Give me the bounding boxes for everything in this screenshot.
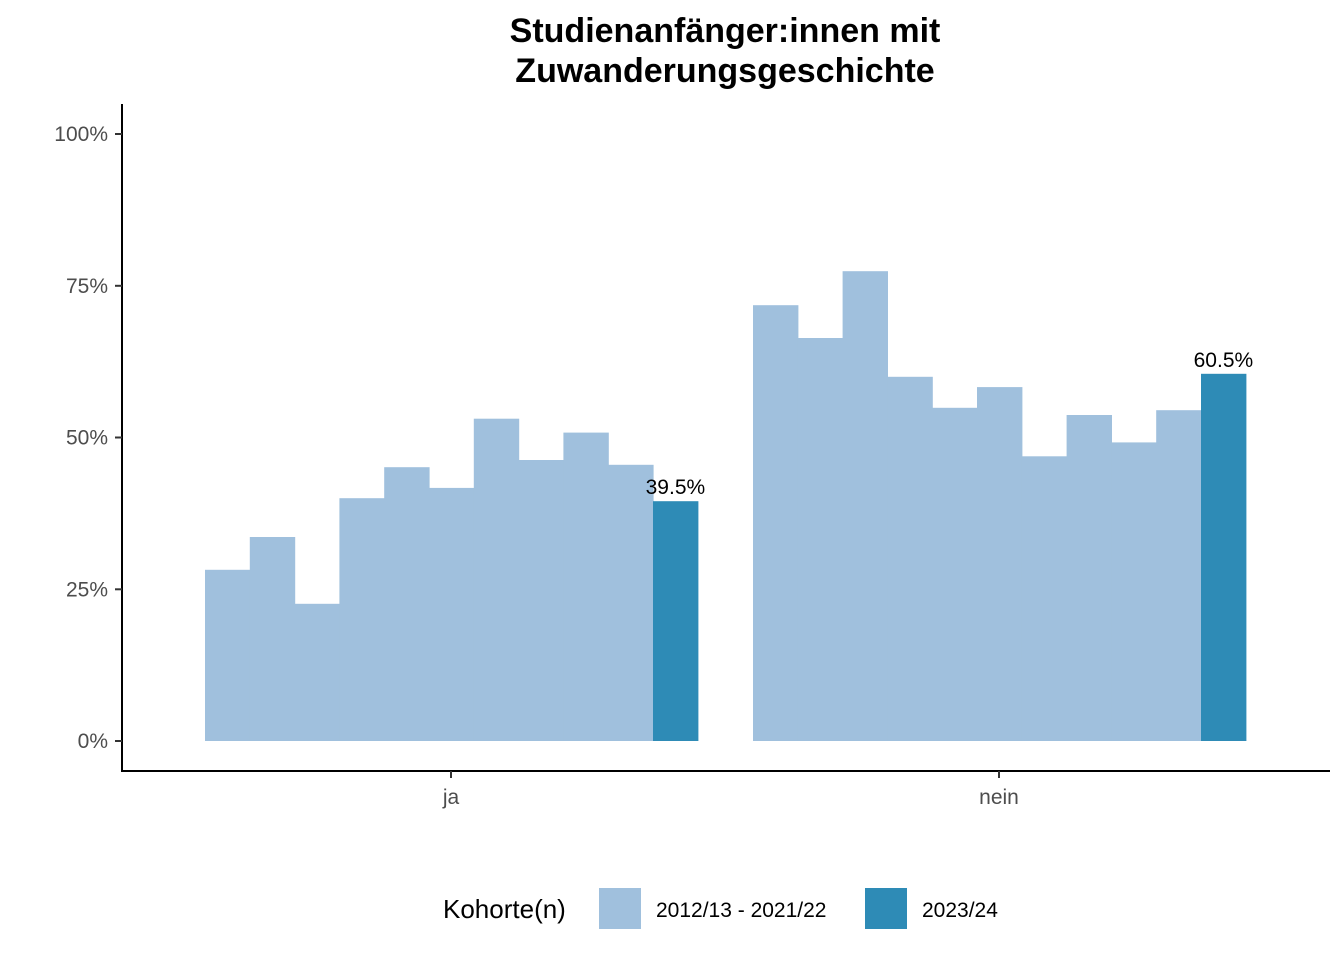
bar-nein-series0-3 xyxy=(887,376,933,741)
bar-nein-series0-2 xyxy=(842,271,888,741)
data-labels-layer: 39.5% 60.5% xyxy=(646,349,1254,499)
bar-ja-series0-2 xyxy=(294,603,340,741)
bar-nein-series1-0 xyxy=(1201,373,1247,741)
bar-ja-series0-5 xyxy=(429,487,475,741)
bar-nein-series0-9 xyxy=(1156,410,1202,741)
legend: Kohorte(n) 2012/13 - 2021/22 2023/24 xyxy=(443,888,998,929)
bar-ja-series0-4 xyxy=(384,467,430,741)
bars-layer xyxy=(205,271,1247,741)
bar-ja-series0-8 xyxy=(563,432,609,741)
legend-label-2012-2022: 2012/13 - 2021/22 xyxy=(656,899,826,922)
bar-ja-series0-0 xyxy=(205,569,251,741)
data-label-nein: 60.5% xyxy=(1194,349,1254,372)
legend-key-2012-2022 xyxy=(599,888,641,929)
y-tick-label: 50% xyxy=(66,427,108,450)
bar-ja-series0-1 xyxy=(249,537,296,741)
bar-ja-series0-3 xyxy=(339,498,385,741)
bar-ja-series0-7 xyxy=(518,460,564,741)
bar-nein-series0-8 xyxy=(1111,442,1157,741)
y-tick-label: 0% xyxy=(78,730,108,753)
chart-subtitle: Zuwanderungsgeschichte xyxy=(515,52,934,90)
bar-nein-series0-5 xyxy=(977,387,1023,741)
data-label-ja: 39.5% xyxy=(646,476,706,499)
legend-key-2023-24 xyxy=(865,888,907,929)
x-tick-label-ja: ja xyxy=(442,786,460,809)
bar-nein-series0-1 xyxy=(797,338,844,741)
legend-label-2023-24: 2023/24 xyxy=(922,899,998,922)
y-tick-label: 100% xyxy=(54,123,108,146)
bar-nein-series0-6 xyxy=(1021,456,1068,741)
y-tick-label: 75% xyxy=(66,275,108,298)
bar-nein-series0-7 xyxy=(1066,415,1112,741)
y-axis: 0% 25% 50% 75% 100% xyxy=(54,123,122,753)
bar-nein-series0-4 xyxy=(932,407,978,741)
bar-nein-series0-0 xyxy=(753,305,799,741)
x-axis: ja nein xyxy=(442,771,1019,809)
bar-ja-series1-0 xyxy=(653,501,699,741)
x-tick-label-nein: nein xyxy=(979,786,1019,809)
bar-ja-series0-6 xyxy=(473,418,520,741)
y-tick-label: 25% xyxy=(66,578,108,601)
chart-title: Studienanfänger:innen mit xyxy=(510,12,941,50)
bar-ja-series0-9 xyxy=(608,464,654,741)
legend-title: Kohorte(n) xyxy=(443,894,566,924)
